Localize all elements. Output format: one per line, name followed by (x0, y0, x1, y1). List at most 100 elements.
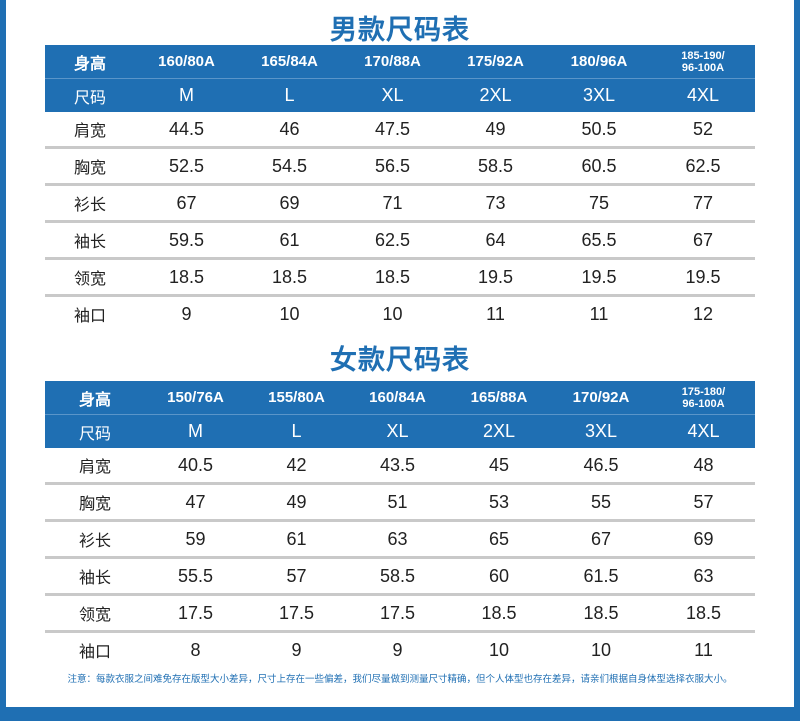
men-size-chart-title: 男款尺码表 (330, 15, 470, 46)
men-measure-value: 52 (651, 112, 755, 149)
women-measure-value: 42 (246, 448, 347, 485)
men-measure-label: 衫长 (45, 184, 135, 223)
men-measure-value: 65.5 (547, 221, 651, 260)
men-measure-value: 9 (181, 303, 192, 324)
men-size-cell: L (238, 78, 341, 112)
men-height-label: 身高 (45, 45, 135, 79)
women-size-row: 尺码 M L XL 2XL 3XL 4XL (45, 414, 755, 448)
men-size-cell: 2XL (444, 78, 547, 112)
women-measure-value: 61.5 (550, 557, 652, 596)
men-measure-value: 18.5 (135, 258, 238, 297)
women-measure-value: 61 (246, 520, 347, 559)
women-measure-value: 45 (448, 448, 550, 485)
women-measure-value: 18.5 (652, 594, 755, 633)
men-measure-label: 袖口 (73, 308, 106, 325)
men-size-label: 尺码 (45, 78, 135, 112)
men-measure-value: 18.5 (238, 258, 341, 297)
men-measure-value: 59.5 (135, 221, 238, 260)
women-measure-row: 肩宽 40.5 42 43.5 45 46.5 48 (45, 448, 755, 485)
women-height-cell: 165/88A (448, 381, 550, 415)
women-measure-value: 9 (291, 639, 302, 660)
women-measure-label: 衫长 (45, 520, 145, 559)
women-size-cell: 4XL (652, 414, 755, 448)
women-measure-value: 63 (652, 557, 755, 596)
women-height-cell: 150/76A (145, 381, 246, 415)
women-measure-value: 43.5 (347, 448, 448, 485)
women-measure-value: 60 (448, 557, 550, 596)
men-measure-value: 69 (238, 184, 341, 223)
women-height-cell: 170/92A (550, 381, 652, 415)
women-size-table: 身高 150/76A 155/80A 160/84A 165/88A 170/9… (45, 381, 755, 667)
women-measure-label: 胸宽 (45, 483, 145, 522)
women-size-chart-title: 女款尺码表 (330, 345, 470, 376)
women-size-label: 尺码 (45, 414, 145, 448)
women-measure-label: 袖长 (45, 557, 145, 596)
men-measure-label: 胸宽 (45, 147, 135, 186)
men-measure-value: 67 (135, 184, 238, 223)
women-size-cell: L (246, 414, 347, 448)
women-measure-value: 11 (694, 639, 713, 660)
women-measure-row: 袖长 55.5 57 58.5 60 61.5 63 (45, 557, 755, 596)
women-size-cell: M (145, 414, 246, 448)
women-measure-value: 57 (652, 483, 755, 522)
men-size-row: 尺码 M L XL 2XL 3XL 4XL (45, 78, 755, 112)
women-measure-value: 59 (145, 520, 246, 559)
women-size-cell: 3XL (550, 414, 652, 448)
women-measure-value: 47 (145, 483, 246, 522)
men-measure-label: 领宽 (45, 258, 135, 297)
women-measure-value: 10 (488, 639, 510, 660)
women-measure-value: 9 (392, 639, 403, 660)
women-measure-row: 胸宽 47 49 51 53 55 57 (45, 483, 755, 522)
women-measure-value: 65 (448, 520, 550, 559)
men-measure-value: 73 (444, 184, 547, 223)
men-measure-value: 77 (651, 184, 755, 223)
women-measure-value: 51 (347, 483, 448, 522)
men-height-cell: 170/88A (341, 45, 444, 79)
men-size-cell: M (135, 78, 238, 112)
women-measure-value: 67 (550, 520, 652, 559)
right-frame-strip (794, 0, 800, 721)
men-height-cell: 165/84A (238, 45, 341, 79)
men-measure-row: 领宽 18.5 18.5 18.5 19.5 19.5 19.5 (45, 258, 755, 297)
women-height-cell: 155/80A (246, 381, 347, 415)
women-height-cell: 160/84A (347, 381, 448, 415)
men-size-table: 身高 160/80A 165/84A 170/88A 175/92A 180/9… (45, 45, 755, 331)
men-measure-value: 46 (238, 112, 341, 149)
women-size-cell: XL (347, 414, 448, 448)
men-measure-row: 袖口 9 10 10 11 11 12 (45, 296, 755, 332)
women-measure-value: 58.5 (347, 557, 448, 596)
sizing-disclaimer-note: 注意：每款衣服之间难免存在版型大小差异，尺寸上存在一些偏差，我们尽量做到测量尺寸… (67, 674, 733, 685)
men-measure-label: 肩宽 (45, 112, 135, 149)
men-size-cell: XL (341, 78, 444, 112)
women-size-cell: 2XL (448, 414, 550, 448)
women-measure-row: 领宽 17.5 17.5 17.5 18.5 18.5 18.5 (45, 594, 755, 633)
women-height-row: 身高 150/76A 155/80A 160/84A 165/88A 170/9… (45, 381, 755, 415)
women-height-cell-line2: 96-100A (682, 397, 725, 410)
women-measure-value: 17.5 (145, 594, 246, 633)
women-measure-value: 49 (246, 483, 347, 522)
women-measure-value: 69 (652, 520, 755, 559)
women-measure-value: 18.5 (550, 594, 652, 633)
women-measure-value: 55.5 (145, 557, 246, 596)
men-measure-value: 49 (444, 112, 547, 149)
women-measure-value: 40.5 (145, 448, 246, 485)
men-measure-row: 胸宽 52.5 54.5 56.5 58.5 60.5 62.5 (45, 147, 755, 186)
women-height-label: 身高 (45, 381, 145, 415)
women-measure-label: 领宽 (45, 594, 145, 633)
men-height-cell-line2: 96-100A (681, 61, 725, 74)
left-frame-strip (0, 0, 6, 721)
bottom-frame-bar (0, 707, 800, 721)
men-measure-value: 62.5 (341, 221, 444, 260)
men-measure-value: 11 (589, 303, 609, 324)
women-measure-value: 55 (550, 483, 652, 522)
men-measure-value: 56.5 (341, 147, 444, 186)
men-measure-value: 19.5 (547, 258, 651, 297)
men-height-cell: 175/92A (444, 45, 547, 79)
women-measure-label: 肩宽 (45, 448, 145, 485)
men-measure-value: 67 (651, 221, 755, 260)
women-height-cell: 175-180/96-100A (652, 381, 755, 415)
women-measure-label: 袖口 (78, 644, 111, 661)
men-measure-value: 44.5 (135, 112, 238, 149)
men-height-cell: 180/96A (547, 45, 651, 79)
men-measure-value: 58.5 (444, 147, 547, 186)
